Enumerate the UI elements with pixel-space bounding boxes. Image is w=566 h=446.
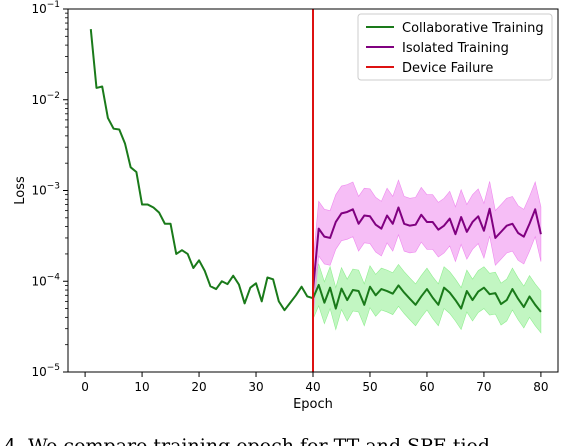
legend: Collaborative Training Isolated Training D… [357,13,553,81]
x-tick-label: 80 [533,380,548,394]
x-tick-label: 60 [419,380,434,394]
x-tick-label: 50 [362,380,377,394]
y-tick-label: 10−4 [31,272,60,288]
isolated-training-line [312,206,542,291]
x-tick-label: 40 [305,380,320,394]
confidence-bands [312,179,542,334]
isolated-band [312,179,542,318]
legend-label: Isolated Training [402,41,509,56]
y-axis-ticks: 10−5 10−4 10−3 10−2 10−1 [31,0,68,379]
x-tick-label: 70 [476,380,491,394]
x-tick-label: 30 [248,380,263,394]
series-lines [89,9,542,372]
collaborative-training-line [89,29,542,313]
x-axis-ticks: 0 10 20 30 40 50 60 70 80 [81,372,549,394]
collaborative-band [312,263,542,334]
x-tick-label: 20 [191,380,206,394]
y-tick-label: 10−3 [31,182,60,198]
legend-label: Collaborative Training [402,21,544,36]
x-axis-label: Epoch [293,397,333,412]
y-tick-label: 10−1 [31,0,60,16]
y-tick-label: 10−5 [31,363,60,379]
legend-label: Device Failure [402,61,493,76]
legend-box [357,13,553,81]
x-tick-label: 0 [81,380,89,394]
y-tick-label: 10−2 [31,91,60,107]
x-tick-label: 10 [134,380,149,394]
figure-caption: 4. We compare training epoch for TT and … [4,435,490,446]
y-axis-label: Loss [13,176,28,205]
